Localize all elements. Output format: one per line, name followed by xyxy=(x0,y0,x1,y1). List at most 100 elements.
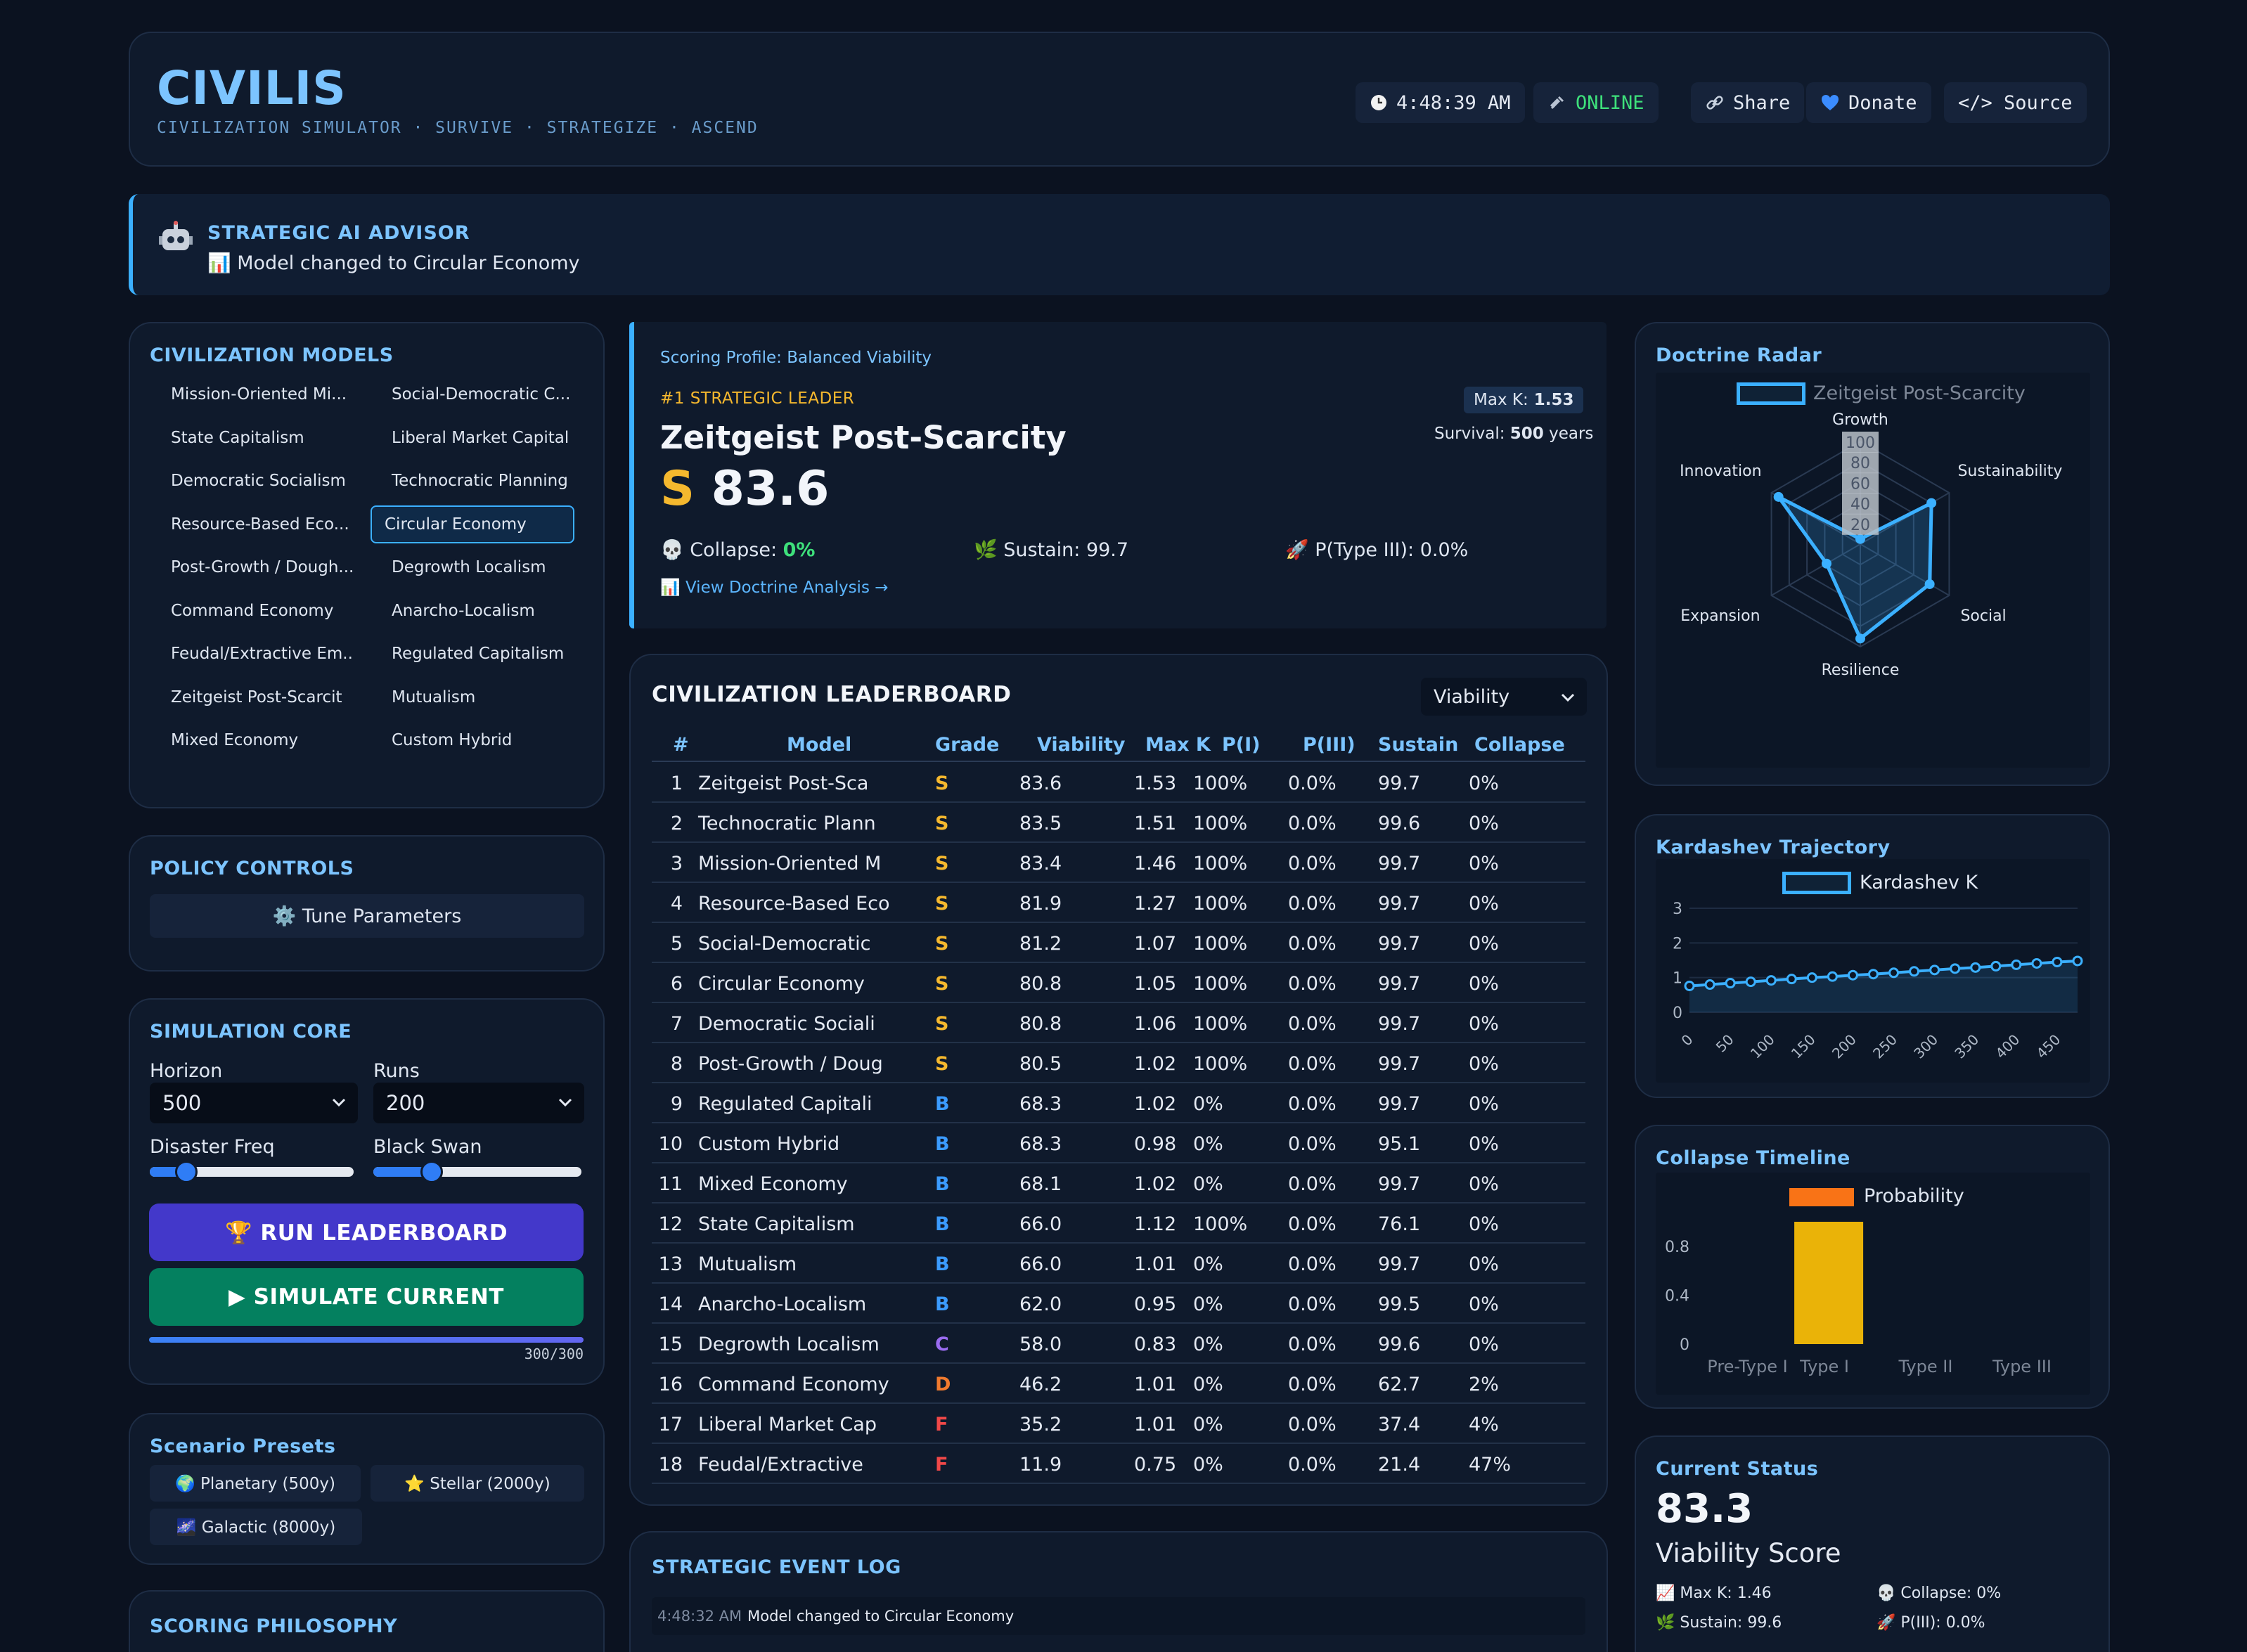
table-row[interactable]: 5 Social-Democratic S 81.2 1.07 100% 0.0% 99.7 0… xyxy=(652,923,1585,963)
preset-galactic-button[interactable]: 🌌 Galactic (8000y) xyxy=(150,1509,362,1545)
horizon-select[interactable]: 500 xyxy=(150,1083,358,1123)
model-item[interactable]: Mixed Economy xyxy=(171,731,299,749)
preset-planetary-button[interactable]: 🌍 Planetary (500y) xyxy=(150,1465,361,1502)
model-item[interactable]: Command Economy xyxy=(171,601,334,620)
radar-point xyxy=(1855,534,1865,544)
row-viability: 83.6 xyxy=(1019,773,1062,794)
row-p3: 0.0% xyxy=(1288,1093,1337,1115)
disaster-freq-slider[interactable] xyxy=(150,1161,354,1183)
table-row[interactable]: 16 Command Economy D 46.2 1.01 0% 0.0% 62.7 2% xyxy=(652,1364,1585,1404)
column-header[interactable]: Grade xyxy=(935,734,1000,756)
model-item[interactable]: Circular Economy xyxy=(371,505,574,543)
model-item[interactable]: Liberal Market Capital xyxy=(392,428,569,447)
model-item[interactable]: Democratic Socialism xyxy=(171,472,346,490)
row-p3: 0.0% xyxy=(1288,853,1337,875)
model-item[interactable]: Social-Democratic C... xyxy=(392,385,571,404)
sort-value: Viability xyxy=(1434,685,1510,708)
disaster-freq-thumb[interactable] xyxy=(175,1161,198,1183)
table-row[interactable]: 8 Post-Growth / Doug S 80.5 1.02 100% 0.0% 99.7… xyxy=(652,1043,1585,1083)
model-item[interactable]: Mission-Oriented Mi... xyxy=(171,385,347,404)
table-row[interactable]: 10 Custom Hybrid B 68.3 0.98 0% 0.0% 95.1 0% xyxy=(652,1123,1585,1163)
black-swan-thumb[interactable] xyxy=(420,1161,443,1183)
row-viability: 81.9 xyxy=(1019,893,1062,915)
row-p1: 100% xyxy=(1193,813,1248,834)
preset-stellar-button[interactable]: ⭐ Stellar (2000y) xyxy=(371,1465,584,1502)
column-header[interactable]: # xyxy=(673,734,689,756)
row-p1: 100% xyxy=(1193,1013,1248,1035)
row-sustain: 99.7 xyxy=(1378,853,1421,875)
row-p3: 0.0% xyxy=(1288,933,1337,955)
maxk-value: 1.53 xyxy=(1533,391,1574,409)
row-rank: 1 xyxy=(670,773,683,794)
table-row[interactable]: 1 Zeitgeist Post-Sca S 83.6 1.53 100% 0.0% 99.7… xyxy=(652,763,1585,803)
source-button[interactable]: </> Source xyxy=(1944,82,2087,123)
app-header: CIVILIS CIVILIZATION SIMULATOR · SURVIVE… xyxy=(129,32,2110,167)
model-item[interactable]: Feudal/Extractive Em... xyxy=(171,645,354,663)
robot-icon xyxy=(159,221,193,250)
table-row[interactable]: 4 Resource-Based Eco S 81.9 1.27 100% 0.0% 99.7… xyxy=(652,883,1585,923)
clock-time: 4:48:39 AM xyxy=(1396,91,1511,114)
app-logo: CIVILIS xyxy=(157,61,347,115)
table-row[interactable]: 13 Mutualism B 66.0 1.01 0% 0.0% 99.7 0% xyxy=(652,1244,1585,1284)
row-model: Liberal Market Cap xyxy=(698,1414,877,1435)
row-maxk: 1.01 xyxy=(1134,1414,1177,1435)
table-row[interactable]: 11 Mixed Economy B 68.1 1.02 0% 0.0% 99.7 0% xyxy=(652,1163,1585,1203)
view-doctrine-link[interactable]: 📊 View Doctrine Analysis → xyxy=(660,579,889,597)
table-row[interactable]: 9 Regulated Capitali B 68.3 1.02 0% 0.0% 99.7 0% xyxy=(652,1083,1585,1123)
row-maxk: 0.83 xyxy=(1134,1334,1177,1355)
models-panel: CIVILIZATION MODELS Mission-Oriented Mi.… xyxy=(129,322,605,808)
table-row[interactable]: 17 Liberal Market Cap F 35.2 1.01 0% 0.0% 37.4 4… xyxy=(652,1404,1585,1444)
sort-select[interactable]: Viability xyxy=(1421,678,1587,716)
model-item[interactable]: Technocratic Planning xyxy=(392,472,568,490)
model-item[interactable]: State Capitalism xyxy=(171,428,304,447)
collapse-timeline-panel: Collapse Timeline Probability 0 0.4 0.8 Pre… xyxy=(1635,1125,2110,1409)
column-header[interactable]: Model xyxy=(787,734,852,756)
row-viability: 35.2 xyxy=(1019,1414,1062,1435)
model-item[interactable]: Resource-Based Eco... xyxy=(171,515,349,534)
column-header[interactable]: Sustain xyxy=(1378,734,1459,756)
table-row[interactable]: 3 Mission-Oriented M S 83.4 1.46 100% 0.0% 99.7… xyxy=(652,843,1585,883)
model-item[interactable]: Post-Growth / Dough... xyxy=(171,558,354,576)
table-row[interactable]: 18 Feudal/Extractive F 11.9 0.75 0% 0.0% 21.4 47… xyxy=(652,1444,1585,1484)
table-row[interactable]: 2 Technocratic Plann S 83.5 1.51 100% 0.0% 99.6… xyxy=(652,803,1585,843)
status-p3: 🚀 P(III): 0.0% xyxy=(1876,1614,1985,1632)
model-item[interactable]: Mutualism xyxy=(392,688,476,706)
model-item[interactable]: Regulated Capitalism xyxy=(392,645,565,663)
row-model: Feudal/Extractive xyxy=(698,1454,863,1476)
row-rank: 12 xyxy=(658,1213,683,1235)
black-swan-slider[interactable] xyxy=(373,1161,581,1183)
share-button[interactable]: Share xyxy=(1691,82,1805,123)
collapse-label: 💀 Collapse: xyxy=(660,539,778,561)
collapse-y-tick: 0.8 xyxy=(1665,1239,1689,1256)
run-leaderboard-button[interactable]: 🏆 RUN LEADERBOARD xyxy=(149,1203,584,1261)
kardashev-panel: Kardashev Trajectory Kardashev K 0 1 2 3 0 50… xyxy=(1635,814,2110,1098)
row-model: Social-Democratic xyxy=(698,933,871,955)
model-item[interactable]: Zeitgeist Post-Scarcit xyxy=(171,688,342,706)
strategic-leader-card: Scoring Profile: Balanced Viability #1 S… xyxy=(629,322,1607,628)
row-maxk: 1.07 xyxy=(1134,933,1177,955)
column-header[interactable]: P(III) xyxy=(1303,734,1356,756)
row-collapse: 0% xyxy=(1469,1133,1499,1155)
row-model: Post-Growth / Doug xyxy=(698,1053,883,1075)
event-log-entry: 4:48:32 AM Model changed to Circular Eco… xyxy=(652,1597,1585,1635)
row-p3: 0.0% xyxy=(1288,1293,1337,1315)
model-item[interactable]: Degrowth Localism xyxy=(392,558,546,576)
column-header[interactable]: Collapse xyxy=(1474,734,1565,756)
table-row[interactable]: 7 Democratic Sociali S 80.8 1.06 100% 0.0% 99.7… xyxy=(652,1003,1585,1043)
table-row[interactable]: 14 Anarcho-Localism B 62.0 0.95 0% 0.0% 99.5 0% xyxy=(652,1284,1585,1324)
row-maxk: 1.05 xyxy=(1134,973,1177,995)
column-header[interactable]: P(I) xyxy=(1222,734,1261,756)
table-row[interactable]: 15 Degrowth Localism C 58.0 0.83 0% 0.0% 99.6 0% xyxy=(652,1324,1585,1364)
tune-parameters-button[interactable]: ⚙️ Tune Parameters xyxy=(150,894,584,938)
row-p3: 0.0% xyxy=(1288,1374,1337,1395)
donate-button[interactable]: Donate xyxy=(1806,82,1931,123)
simulate-current-button[interactable]: ▶ SIMULATE CURRENT xyxy=(149,1268,584,1326)
column-header[interactable]: Viability xyxy=(1037,734,1126,756)
table-row[interactable]: 6 Circular Economy S 80.8 1.05 100% 0.0% 99.7 0% xyxy=(652,963,1585,1003)
runs-select[interactable]: 200 xyxy=(373,1083,584,1123)
table-row[interactable]: 12 State Capitalism B 66.0 1.12 100% 0.0% 76.1 0… xyxy=(652,1203,1585,1244)
column-header[interactable]: Max K xyxy=(1145,734,1211,756)
model-item[interactable]: Custom Hybrid xyxy=(392,731,513,749)
header-divider xyxy=(652,761,1585,762)
model-item[interactable]: Anarcho-Localism xyxy=(392,601,535,620)
